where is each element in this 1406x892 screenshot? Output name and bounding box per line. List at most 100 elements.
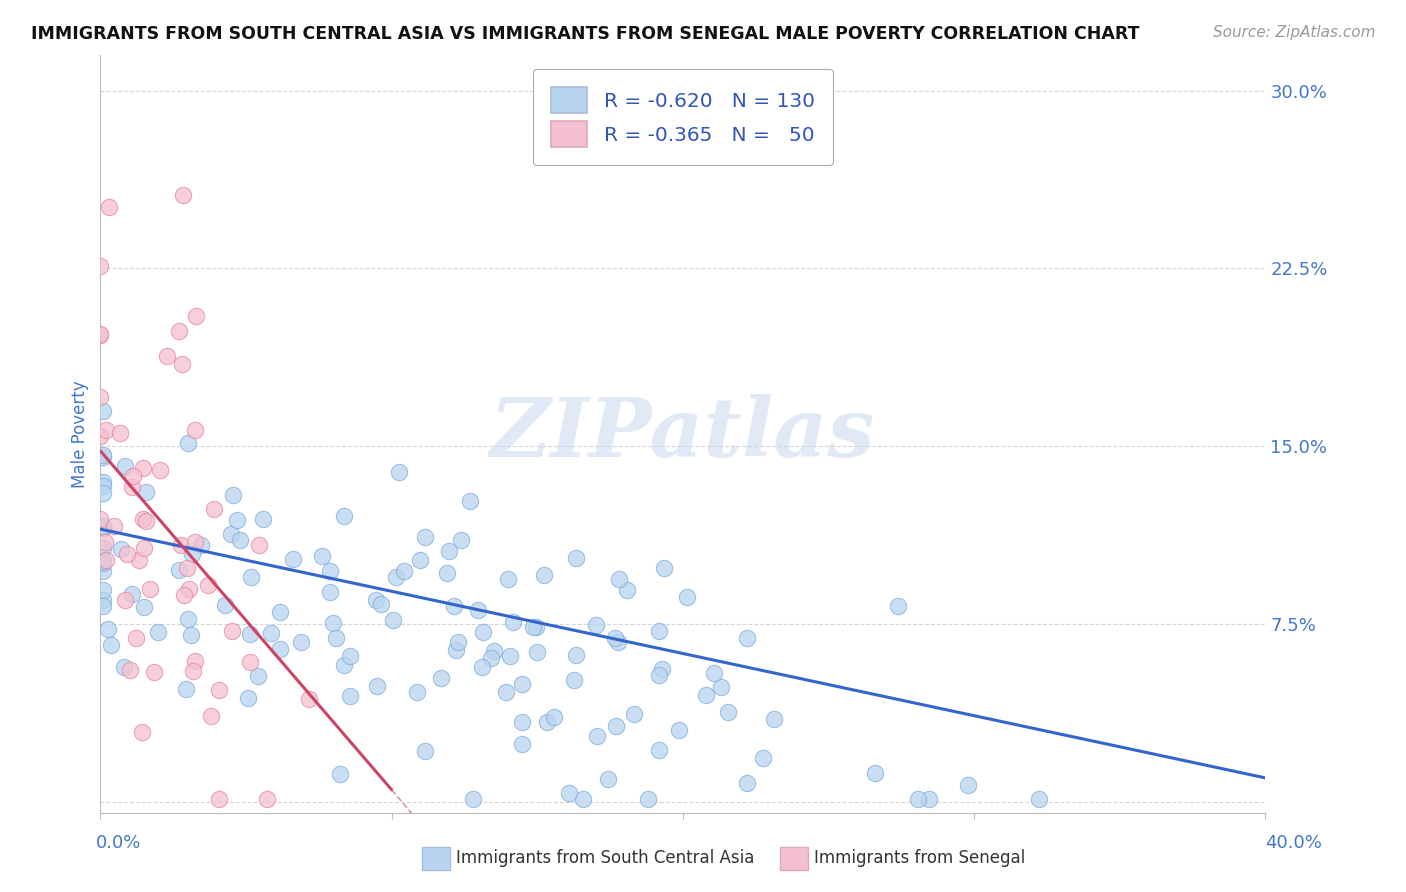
Point (652, 561, 675, 575)
Point (648, 743, 671, 757)
Point (444, 643, 467, 657)
Point (565, 551, 588, 566)
Point (439, 544, 461, 558)
Point (586, 729, 609, 743)
Point (214, 598, 236, 612)
Point (290, 635, 312, 649)
Point (382, 613, 405, 627)
Point (259, 625, 281, 640)
Point (94, 535, 117, 549)
Point (143, 665, 166, 679)
Legend: R = -0.620   N = 130, R = -0.365   N =   50: R = -0.620 N = 130, R = -0.365 N = 50 (533, 69, 832, 165)
Point (311, 549, 333, 564)
Point (183, 664, 205, 678)
Point (408, 552, 430, 566)
Point (222, 488, 245, 502)
Point (132, 599, 155, 614)
Point (96, 553, 118, 567)
Point (172, 188, 194, 202)
Point (450, 533, 472, 547)
Point (536, 715, 558, 730)
Point (170, 357, 193, 371)
Point (605, 631, 627, 645)
Point (572, 792, 595, 806)
Point (319, 564, 342, 578)
Point (482, 644, 505, 658)
Point (100, 638, 122, 652)
Point (443, 599, 465, 613)
Point (510, 676, 533, 690)
Point (200, 709, 222, 723)
Point (281, 552, 304, 566)
Point (526, 620, 548, 634)
Point (91, 486, 114, 500)
Point (89, 259, 111, 273)
Point (91, 554, 114, 568)
Point (91, 519, 114, 533)
Point (239, 656, 262, 670)
Point (522, 620, 544, 634)
Point (138, 582, 160, 596)
Point (183, 535, 205, 549)
Text: IMMIGRANTS FROM SOUTH CENTRAL ASIA VS IMMIGRANTS FROM SENEGAL MALE POVERTY CORRE: IMMIGRANTS FROM SOUTH CENTRAL ASIA VS IM… (31, 25, 1139, 43)
Point (89, 390, 111, 404)
Point (364, 592, 387, 607)
Text: ZIPatlas: ZIPatlas (491, 394, 876, 475)
Point (239, 627, 262, 641)
Point (605, 719, 627, 733)
Point (91, 403, 114, 417)
Point (91, 582, 114, 597)
Point (366, 679, 388, 693)
Point (269, 642, 291, 657)
Point (240, 570, 263, 584)
Point (155, 349, 177, 363)
Point (907, 792, 929, 806)
Point (115, 547, 138, 561)
Point (247, 538, 270, 552)
Point (177, 435, 200, 450)
Point (121, 468, 143, 483)
Point (89, 512, 111, 526)
Point (135, 514, 157, 528)
Point (651, 662, 673, 676)
Point (607, 573, 630, 587)
Point (735, 631, 758, 645)
Point (146, 625, 169, 640)
Point (131, 725, 153, 739)
Point (865, 766, 887, 780)
Point (91, 593, 114, 607)
Point (668, 723, 690, 738)
Text: Immigrants from South Central Asia: Immigrants from South Central Asia (456, 849, 754, 867)
Point (388, 465, 411, 479)
Point (229, 533, 252, 548)
Point (108, 426, 131, 441)
Point (585, 618, 607, 632)
Point (132, 541, 155, 556)
Point (219, 527, 242, 541)
Point (471, 660, 494, 674)
Point (498, 649, 520, 664)
Point (623, 706, 645, 721)
Point (339, 689, 361, 703)
Point (252, 511, 274, 525)
Point (526, 645, 548, 659)
Point (184, 423, 207, 437)
Point (89, 327, 111, 342)
Point (177, 612, 200, 626)
Point (131, 511, 153, 525)
Point (710, 680, 733, 694)
Point (510, 715, 533, 730)
Point (135, 484, 157, 499)
Point (496, 572, 519, 586)
Point (495, 685, 517, 699)
Point (121, 587, 143, 601)
Point (246, 669, 269, 683)
Point (703, 665, 725, 680)
Point (436, 566, 458, 580)
Point (180, 547, 202, 561)
Point (236, 691, 259, 706)
Point (202, 502, 225, 516)
Point (596, 772, 619, 787)
Point (176, 561, 198, 575)
Point (91, 557, 114, 571)
